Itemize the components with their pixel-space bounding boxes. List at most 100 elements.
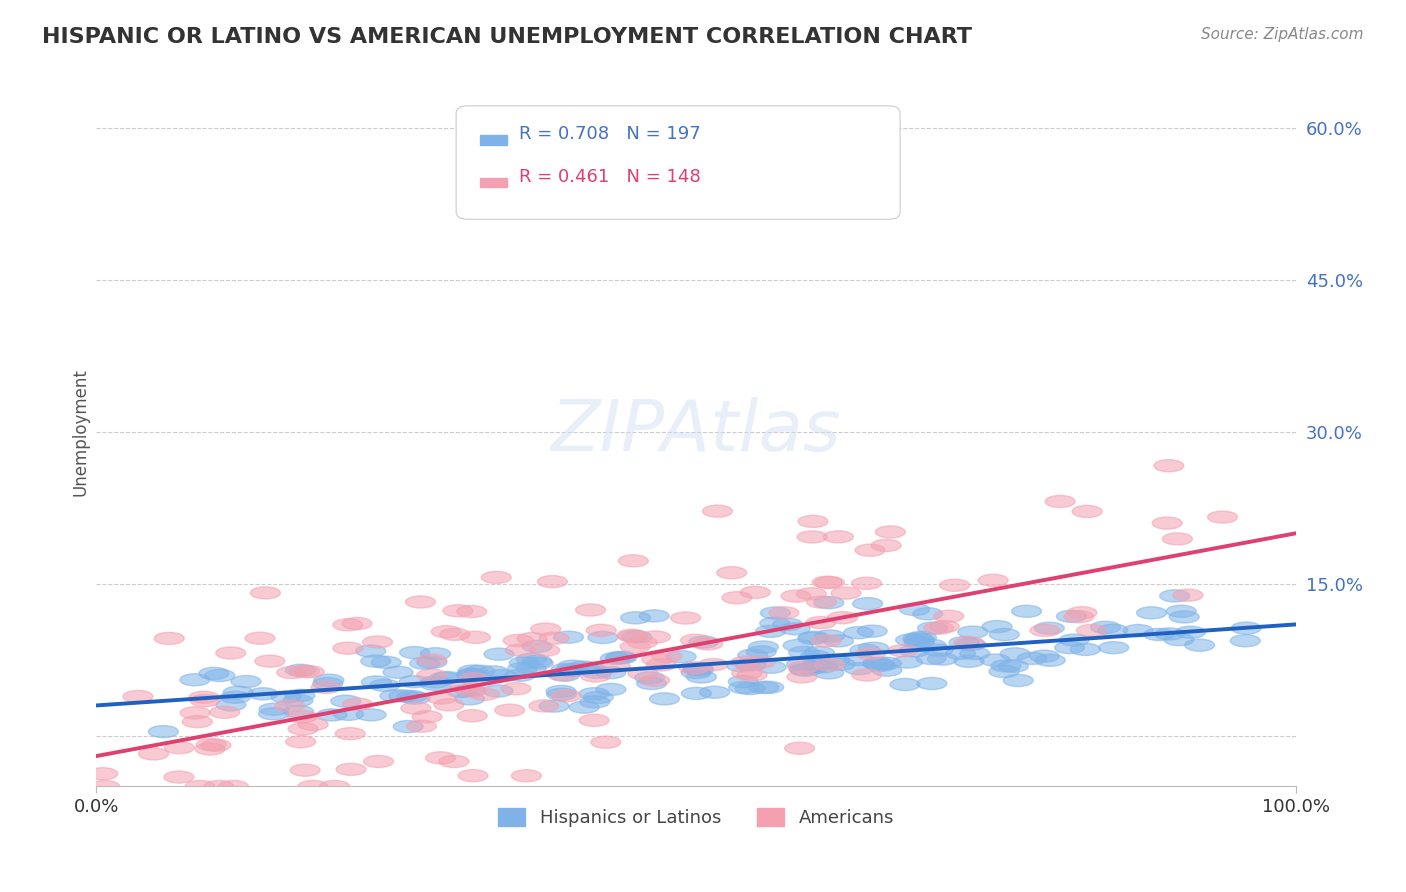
Ellipse shape — [440, 628, 470, 640]
Ellipse shape — [550, 669, 579, 681]
Ellipse shape — [450, 681, 481, 693]
Ellipse shape — [1232, 622, 1261, 634]
Ellipse shape — [620, 612, 651, 624]
Ellipse shape — [893, 656, 922, 668]
Ellipse shape — [647, 659, 676, 671]
Ellipse shape — [855, 544, 884, 557]
Ellipse shape — [904, 634, 935, 646]
Ellipse shape — [607, 651, 637, 664]
Ellipse shape — [426, 692, 457, 704]
Ellipse shape — [917, 652, 946, 665]
Legend: Hispanics or Latinos, Americans: Hispanics or Latinos, Americans — [491, 800, 901, 834]
Ellipse shape — [1073, 506, 1102, 517]
Ellipse shape — [512, 770, 541, 782]
Ellipse shape — [197, 739, 226, 750]
Ellipse shape — [761, 607, 790, 619]
Ellipse shape — [1031, 624, 1060, 637]
Ellipse shape — [652, 650, 682, 663]
Ellipse shape — [294, 665, 325, 678]
Ellipse shape — [858, 625, 887, 637]
Ellipse shape — [205, 669, 235, 681]
Ellipse shape — [458, 770, 488, 781]
Ellipse shape — [426, 752, 456, 764]
Ellipse shape — [201, 739, 231, 751]
Ellipse shape — [506, 669, 536, 681]
Ellipse shape — [1208, 511, 1237, 524]
Ellipse shape — [755, 625, 786, 638]
Y-axis label: Unemployment: Unemployment — [72, 368, 89, 496]
Ellipse shape — [797, 531, 827, 543]
Ellipse shape — [579, 696, 610, 708]
Ellipse shape — [634, 672, 665, 684]
Ellipse shape — [703, 505, 733, 517]
Ellipse shape — [481, 571, 512, 583]
Ellipse shape — [470, 689, 499, 700]
Ellipse shape — [588, 632, 617, 643]
Ellipse shape — [277, 666, 307, 679]
Ellipse shape — [290, 764, 321, 776]
Ellipse shape — [949, 637, 979, 648]
Ellipse shape — [606, 651, 636, 664]
Ellipse shape — [1029, 650, 1059, 662]
Ellipse shape — [801, 659, 831, 672]
Ellipse shape — [551, 664, 581, 675]
Ellipse shape — [1017, 652, 1047, 665]
Ellipse shape — [621, 631, 652, 643]
Ellipse shape — [789, 663, 820, 675]
Ellipse shape — [735, 659, 766, 671]
Ellipse shape — [458, 665, 488, 677]
Ellipse shape — [457, 669, 486, 681]
Ellipse shape — [389, 690, 419, 702]
Ellipse shape — [796, 588, 827, 599]
Ellipse shape — [872, 540, 901, 551]
Ellipse shape — [460, 673, 489, 685]
Ellipse shape — [406, 720, 436, 732]
Ellipse shape — [641, 653, 672, 665]
Ellipse shape — [416, 657, 447, 668]
Ellipse shape — [509, 657, 540, 669]
Ellipse shape — [780, 590, 811, 602]
Ellipse shape — [190, 695, 219, 706]
Ellipse shape — [1163, 533, 1192, 545]
Ellipse shape — [271, 691, 301, 703]
Ellipse shape — [1098, 641, 1129, 654]
Ellipse shape — [872, 657, 901, 669]
Ellipse shape — [364, 756, 394, 767]
Ellipse shape — [418, 654, 447, 666]
Ellipse shape — [180, 706, 209, 719]
Ellipse shape — [600, 660, 630, 673]
Ellipse shape — [356, 709, 387, 721]
Ellipse shape — [361, 676, 391, 688]
Ellipse shape — [508, 663, 537, 674]
Ellipse shape — [797, 662, 827, 674]
Ellipse shape — [849, 644, 880, 657]
Ellipse shape — [735, 682, 765, 695]
Ellipse shape — [1035, 623, 1064, 634]
Ellipse shape — [285, 665, 315, 676]
Ellipse shape — [579, 688, 609, 700]
Ellipse shape — [457, 606, 486, 617]
Ellipse shape — [505, 644, 536, 657]
Ellipse shape — [582, 666, 612, 679]
Ellipse shape — [787, 671, 817, 683]
Ellipse shape — [537, 575, 568, 588]
Ellipse shape — [769, 607, 799, 619]
Ellipse shape — [637, 677, 666, 690]
Ellipse shape — [516, 653, 547, 665]
Ellipse shape — [1045, 495, 1076, 508]
Ellipse shape — [596, 683, 626, 696]
Ellipse shape — [316, 709, 347, 721]
Ellipse shape — [686, 671, 717, 683]
Ellipse shape — [333, 619, 363, 631]
Ellipse shape — [900, 603, 929, 615]
Ellipse shape — [1164, 633, 1194, 646]
Ellipse shape — [641, 631, 671, 643]
Ellipse shape — [371, 657, 401, 668]
Ellipse shape — [747, 646, 776, 658]
Ellipse shape — [1170, 611, 1199, 623]
Ellipse shape — [165, 771, 194, 783]
Ellipse shape — [628, 667, 658, 680]
Ellipse shape — [1004, 674, 1033, 687]
Ellipse shape — [276, 699, 305, 712]
Ellipse shape — [904, 636, 934, 648]
